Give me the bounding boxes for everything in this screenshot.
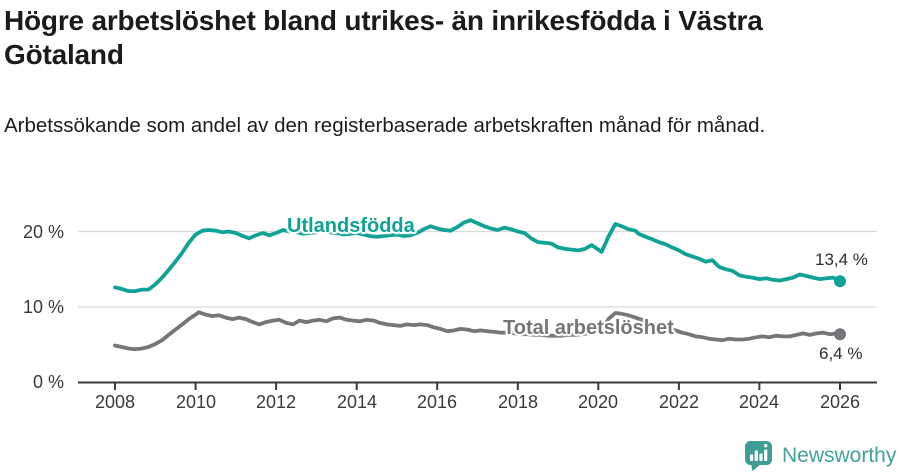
chart-subtitle: Arbetssökande som andel av den registerb… xyxy=(4,114,766,137)
series-end-dots xyxy=(834,275,846,341)
gridlines xyxy=(78,230,877,308)
newsworthy-logo: Newsworthy xyxy=(744,440,896,472)
x-axis-label-2012: 2012 xyxy=(255,392,297,412)
x-axis-label-2016: 2016 xyxy=(416,392,458,412)
x-axis-label-2026: 2026 xyxy=(819,392,861,412)
x-axis-label-2010: 2010 xyxy=(175,392,217,412)
series-line-0 xyxy=(113,218,842,293)
x-axis-label-2008: 2008 xyxy=(94,392,136,412)
series-end-dot-1 xyxy=(834,328,846,341)
bar-chart-speech-bubble-icon xyxy=(745,441,772,471)
series-line-1 xyxy=(113,310,842,352)
x-axis-label-2014: 2014 xyxy=(336,392,378,412)
x-axis-label-2018: 2018 xyxy=(497,392,539,412)
series-label-utlandsfodda: Utlandsfödda xyxy=(287,215,415,237)
y-axis-label-20: 20 % xyxy=(22,222,64,242)
chart-title: Högre arbetslöshet bland utrikes- än inr… xyxy=(4,5,763,70)
y-axis-label-0: 0 % xyxy=(32,372,64,392)
series-lines xyxy=(113,218,842,352)
x-axis-label-2022: 2022 xyxy=(658,392,700,412)
series-end-dot-0 xyxy=(834,275,846,288)
newsworthy-wordmark: Newsworthy xyxy=(782,444,897,467)
series-label-total-arbetsloshet: Total arbetslöshet xyxy=(503,317,674,339)
x-axis-label-2020: 2020 xyxy=(577,392,619,412)
y-axis-label-10: 10 % xyxy=(22,297,64,317)
end-value-label-total: 6,4 % xyxy=(819,344,863,363)
end-value-label-utlandsfodda: 13,4 % xyxy=(815,250,868,269)
x-axis xyxy=(78,381,877,390)
x-axis-label-2024: 2024 xyxy=(738,392,780,412)
